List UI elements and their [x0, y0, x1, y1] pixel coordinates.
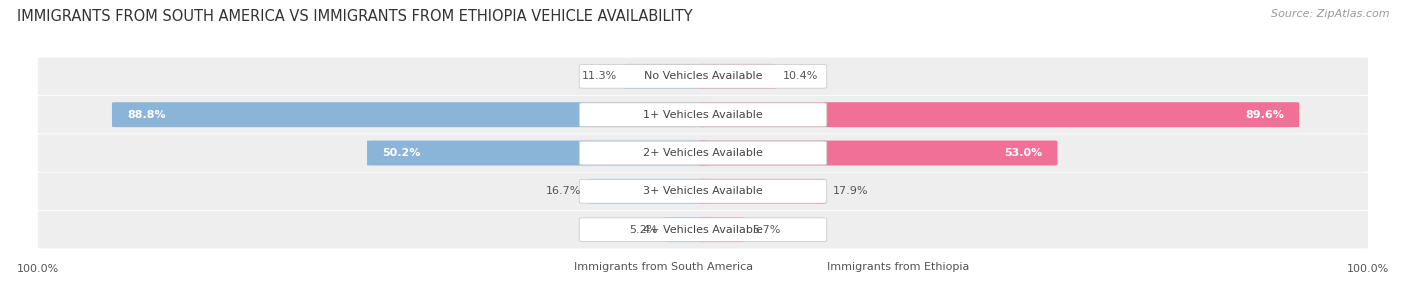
Text: 17.9%: 17.9% [832, 186, 868, 196]
FancyBboxPatch shape [38, 211, 1368, 249]
Text: 100.0%: 100.0% [17, 264, 59, 274]
FancyBboxPatch shape [38, 96, 1368, 134]
Text: 3+ Vehicles Available: 3+ Vehicles Available [643, 186, 763, 196]
Text: 16.7%: 16.7% [546, 186, 582, 196]
Text: 5.7%: 5.7% [752, 225, 780, 235]
FancyBboxPatch shape [38, 57, 1368, 95]
Text: 53.0%: 53.0% [1004, 148, 1042, 158]
FancyBboxPatch shape [579, 218, 827, 242]
FancyBboxPatch shape [112, 102, 707, 127]
Text: 5.2%: 5.2% [628, 225, 658, 235]
Text: 10.4%: 10.4% [783, 72, 818, 81]
FancyBboxPatch shape [38, 172, 1368, 210]
Text: 4+ Vehicles Available: 4+ Vehicles Available [643, 225, 763, 235]
Text: Immigrants from South America: Immigrants from South America [574, 263, 752, 272]
Text: Immigrants from Ethiopia: Immigrants from Ethiopia [827, 263, 969, 272]
FancyBboxPatch shape [699, 179, 825, 204]
Text: 88.8%: 88.8% [128, 110, 166, 120]
FancyBboxPatch shape [624, 64, 707, 89]
Text: 11.3%: 11.3% [582, 72, 617, 81]
Text: No Vehicles Available: No Vehicles Available [644, 72, 762, 81]
Text: 50.2%: 50.2% [382, 148, 420, 158]
FancyBboxPatch shape [579, 179, 827, 203]
FancyBboxPatch shape [579, 103, 827, 127]
Text: IMMIGRANTS FROM SOUTH AMERICA VS IMMIGRANTS FROM ETHIOPIA VEHICLE AVAILABILITY: IMMIGRANTS FROM SOUTH AMERICA VS IMMIGRA… [17, 9, 693, 23]
FancyBboxPatch shape [38, 134, 1368, 172]
FancyBboxPatch shape [699, 64, 776, 89]
FancyBboxPatch shape [579, 141, 827, 165]
Text: Source: ZipAtlas.com: Source: ZipAtlas.com [1271, 9, 1389, 19]
FancyBboxPatch shape [699, 140, 1057, 166]
Text: 89.6%: 89.6% [1244, 110, 1284, 120]
Text: 1+ Vehicles Available: 1+ Vehicles Available [643, 110, 763, 120]
Text: 100.0%: 100.0% [1347, 264, 1389, 274]
FancyBboxPatch shape [699, 217, 745, 242]
FancyBboxPatch shape [367, 140, 707, 166]
FancyBboxPatch shape [579, 64, 827, 88]
FancyBboxPatch shape [665, 217, 707, 242]
FancyBboxPatch shape [699, 102, 1299, 127]
FancyBboxPatch shape [589, 179, 707, 204]
Text: 2+ Vehicles Available: 2+ Vehicles Available [643, 148, 763, 158]
